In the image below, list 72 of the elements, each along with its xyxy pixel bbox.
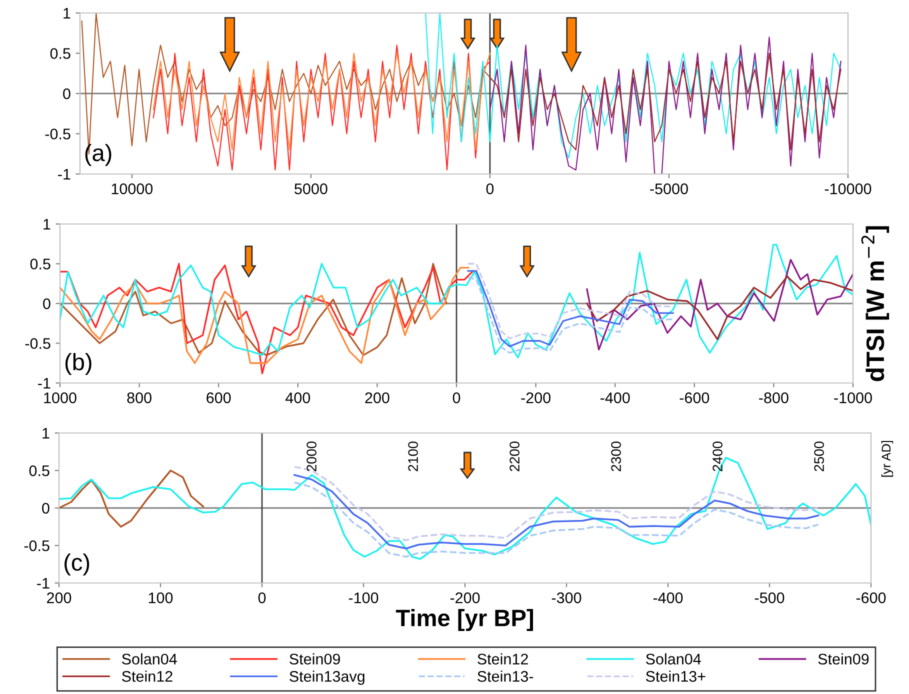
- x-tick-label: -300: [552, 592, 582, 604]
- line-series: [586, 258, 853, 350]
- x2-tick-label: 2400: [712, 442, 722, 472]
- line-series: [467, 262, 674, 340]
- y-tick-label: -0.5: [24, 540, 50, 552]
- x-tick-label: -800: [759, 392, 788, 404]
- line-series: [152, 44, 491, 171]
- legend-label: Solan04: [646, 653, 701, 665]
- legend-label: Stein13avg: [290, 670, 364, 685]
- x-tick-label: -600: [680, 392, 710, 404]
- x-tick-label: 600: [206, 392, 231, 404]
- legend-label: Stein13+: [646, 670, 706, 682]
- line-series: [424, 13, 842, 158]
- y-tick-label: 0.5: [30, 258, 50, 270]
- annotation: (c): [64, 553, 90, 576]
- x2-axis-title: [yr AD]: [881, 440, 894, 477]
- legend-label: Stein13-: [478, 670, 534, 682]
- y-tick-label: -1: [37, 578, 50, 589]
- y-tick-label: -0.5: [45, 128, 70, 140]
- x-tick-label: -200: [450, 592, 480, 604]
- line-series: [489, 36, 842, 174]
- x-tick-label: -5000: [650, 183, 688, 194]
- x-axis-title: Time [yr BP]: [396, 609, 534, 632]
- annotation: (a): [85, 144, 112, 166]
- legend-label: Stein09: [290, 653, 340, 665]
- line-series: [152, 52, 491, 150]
- x2-tick-label: 2500: [814, 442, 824, 472]
- y-tick-label: 1: [44, 219, 50, 230]
- y-tick-label: -1: [58, 169, 70, 180]
- line-series: [294, 474, 820, 550]
- x-tick-label: 200: [47, 592, 72, 604]
- line-series: [586, 276, 853, 340]
- y-tick-label: -1: [38, 378, 50, 389]
- x-tick-label: 0: [486, 183, 494, 194]
- x-tick-label: -400: [653, 592, 683, 604]
- legend-label: Solan04: [122, 653, 177, 665]
- x-tick-label: 100: [148, 592, 173, 604]
- line-series: [489, 52, 842, 150]
- x-tick-label: 5000: [294, 183, 328, 194]
- x-tick-label: 800: [127, 392, 152, 404]
- x-tick-label: -100: [348, 592, 378, 604]
- x-tick-label: -400: [600, 392, 630, 404]
- y-tick-label: 0.5: [29, 465, 50, 476]
- y-tick-label: -0.5: [25, 338, 50, 349]
- x-tick-label: -200: [521, 392, 550, 404]
- x-tick-label: -10000: [824, 183, 872, 194]
- x-tick-label: 400: [286, 392, 310, 404]
- y-tick-label: 0: [63, 88, 70, 100]
- legend-label: Stein12: [478, 653, 528, 665]
- x-tick-label: -600: [856, 592, 886, 604]
- y-tick-label: 0.5: [50, 48, 70, 59]
- legend-label: Stein09: [818, 653, 869, 665]
- x2-tick-label: 2200: [510, 442, 520, 472]
- annotation: (b): [65, 353, 92, 376]
- y-axis-title: dTSI [W m$^{−2}$]: [861, 226, 890, 382]
- x-tick-label: 0: [258, 592, 266, 604]
- y-tick-label: 0: [42, 502, 50, 514]
- x-tick-label: 200: [365, 392, 390, 404]
- x-tick-label: -500: [754, 592, 784, 604]
- x-tick-label: 10000: [112, 183, 153, 194]
- x-tick-label: -1000: [834, 392, 872, 404]
- y-tick-label: 0: [43, 298, 50, 310]
- y-tick-label: 1: [64, 8, 70, 19]
- x-tick-label: 0: [452, 392, 460, 404]
- x2-tick-label: 2000: [306, 442, 316, 472]
- y-tick-label: 1: [42, 428, 50, 439]
- line-series: [294, 482, 820, 558]
- x2-tick-label: 2100: [408, 442, 418, 472]
- line-series: [59, 470, 204, 528]
- x-tick-label: 1000: [44, 392, 76, 404]
- legend-label: Stein12: [122, 670, 172, 682]
- x2-tick-label: 2300: [611, 442, 621, 472]
